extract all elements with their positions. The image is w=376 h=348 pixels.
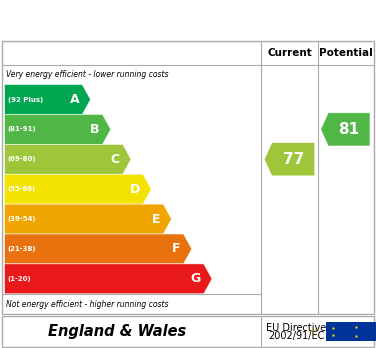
- Text: 77: 77: [283, 152, 304, 167]
- Text: E: E: [152, 213, 160, 226]
- Text: Not energy efficient - higher running costs: Not energy efficient - higher running co…: [6, 300, 168, 309]
- Text: 2002/91/EC: 2002/91/EC: [268, 331, 324, 341]
- Text: B: B: [90, 123, 100, 136]
- Polygon shape: [5, 204, 171, 234]
- Polygon shape: [264, 143, 315, 176]
- Text: (21-38): (21-38): [8, 246, 36, 252]
- Polygon shape: [5, 114, 111, 144]
- Text: (92 Plus): (92 Plus): [8, 96, 43, 103]
- Text: Potential: Potential: [319, 48, 373, 58]
- Text: (1-20): (1-20): [8, 276, 31, 282]
- Polygon shape: [5, 85, 91, 114]
- Polygon shape: [5, 144, 131, 174]
- Text: (39-54): (39-54): [8, 216, 36, 222]
- Text: 81: 81: [338, 122, 360, 137]
- Bar: [326, 322, 376, 341]
- Polygon shape: [5, 264, 212, 294]
- Polygon shape: [5, 234, 192, 264]
- Text: F: F: [172, 243, 180, 255]
- Text: Current: Current: [267, 48, 312, 58]
- Text: (55-68): (55-68): [8, 186, 36, 192]
- Text: D: D: [130, 183, 140, 196]
- Polygon shape: [5, 174, 151, 204]
- Text: Very energy efficient - lower running costs: Very energy efficient - lower running co…: [6, 70, 168, 79]
- Text: C: C: [111, 153, 120, 166]
- Text: EU Directive: EU Directive: [266, 323, 326, 332]
- Text: (69-80): (69-80): [8, 156, 36, 162]
- Polygon shape: [321, 113, 370, 146]
- Text: G: G: [191, 272, 201, 285]
- Text: Energy Efficiency Rating: Energy Efficiency Rating: [8, 11, 255, 29]
- Text: England & Wales: England & Wales: [49, 324, 187, 339]
- Text: A: A: [70, 93, 79, 106]
- Text: (81-91): (81-91): [8, 126, 36, 132]
